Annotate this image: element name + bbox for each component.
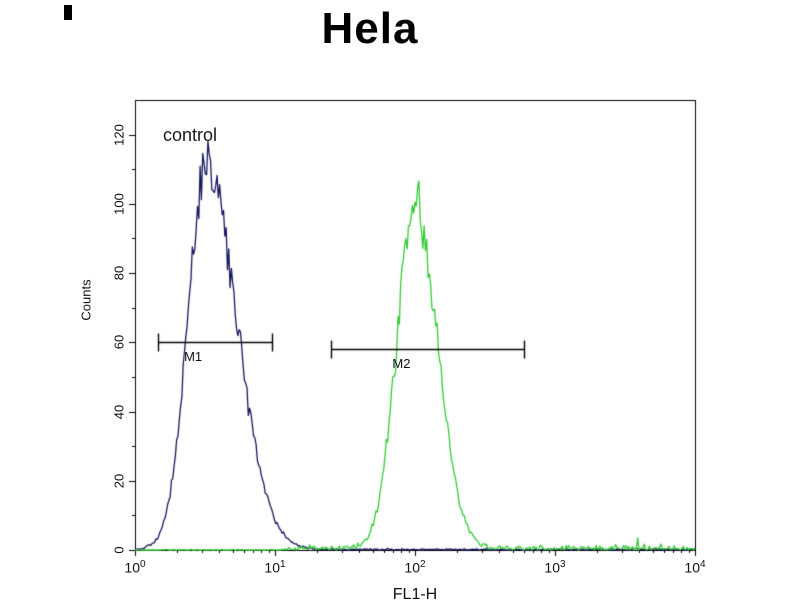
chart-title: Hela bbox=[321, 4, 419, 53]
x-tick-label: 101 bbox=[264, 559, 286, 576]
x-tick-label: 103 bbox=[544, 559, 566, 576]
y-tick-label: 40 bbox=[111, 404, 127, 419]
x-tick-label: 102 bbox=[404, 559, 426, 576]
y-tick-label: 120 bbox=[111, 123, 127, 146]
y-tick-label: 0 bbox=[111, 546, 127, 554]
y-tick-label: 20 bbox=[111, 473, 127, 488]
y-tick-label: 100 bbox=[111, 192, 127, 215]
x-axis-label: FL1-H bbox=[392, 586, 438, 600]
x-tick-label: 104 bbox=[684, 559, 706, 576]
marker-label-m1: M1 bbox=[184, 349, 203, 365]
y-tick-label: 60 bbox=[111, 335, 127, 350]
control-annotation: control bbox=[163, 125, 218, 145]
x-tick-label: 100 bbox=[124, 559, 146, 576]
marker-label-m2: M2 bbox=[392, 356, 411, 372]
y-tick-label: 80 bbox=[111, 265, 127, 281]
crop-artifact bbox=[64, 5, 72, 20]
y-axis-label: Counts bbox=[78, 279, 94, 321]
